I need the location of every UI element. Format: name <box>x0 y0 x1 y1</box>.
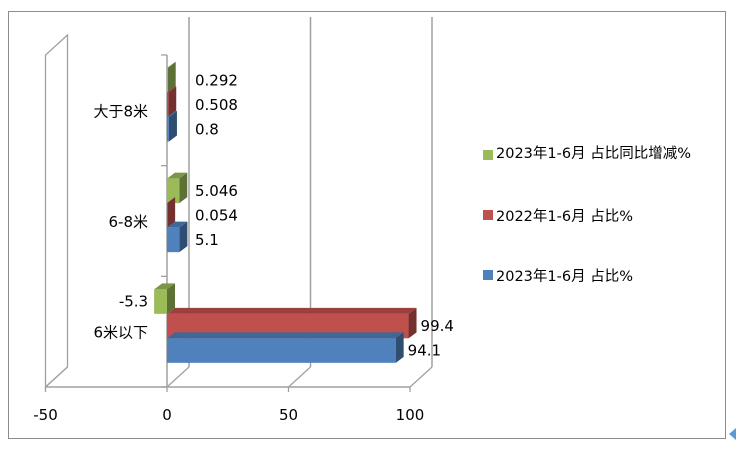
resize-handle-icon[interactable] <box>729 428 736 440</box>
legend-item-2022: 2022年1-6月 占比% <box>483 205 633 226</box>
x-tick-label: 0 <box>162 406 172 424</box>
bar-side <box>168 86 177 117</box>
data-label: 0.292 <box>195 71 238 89</box>
bar-top <box>167 307 417 314</box>
bar-top <box>167 197 176 204</box>
x-tick-label: 50 <box>279 406 298 424</box>
bar-side <box>168 111 177 142</box>
side-wall <box>44 33 69 389</box>
bar-top <box>167 332 404 339</box>
bar <box>167 338 396 363</box>
bar-side <box>167 283 175 314</box>
bar <box>167 117 169 142</box>
legend-label: 2022年1-6月 占比% <box>496 209 633 225</box>
x-tick-label: -50 <box>33 406 58 424</box>
bar <box>167 227 180 253</box>
bar-side <box>179 221 188 253</box>
bar <box>154 289 167 314</box>
data-label: 5.1 <box>195 231 219 249</box>
legend-swatch <box>483 150 493 160</box>
chart-frame <box>8 11 726 439</box>
data-label: -5.3 <box>119 293 148 311</box>
bar-top <box>167 172 188 179</box>
bar-side <box>395 332 404 363</box>
category-label: 6-8米 <box>109 213 149 231</box>
legend-label: 2023年1-6月 占比% <box>496 269 633 285</box>
bar <box>167 92 169 117</box>
bar-top <box>167 221 188 228</box>
data-label: 0.054 <box>195 206 238 224</box>
bar-side <box>408 307 417 339</box>
bar-top <box>154 283 175 290</box>
data-label: 5.046 <box>195 182 238 200</box>
bar-side <box>167 197 176 228</box>
legend-item-2023-yoy: 2023年1-6月 占比同比增减% <box>483 145 716 166</box>
floor-gridline <box>409 366 433 388</box>
bar-top <box>167 62 176 68</box>
category-label: 大于8米 <box>93 102 148 120</box>
legend-swatch <box>483 270 493 280</box>
x-tick-label: 100 <box>396 406 425 424</box>
data-label: 0.508 <box>195 96 238 114</box>
bar-side <box>179 172 188 204</box>
legend-label: 2023年1-6月 占比同比增减% <box>496 146 691 162</box>
floor-gridline <box>166 366 190 388</box>
data-label: 99.4 <box>421 317 454 335</box>
legend-swatch <box>483 210 493 220</box>
bar <box>167 203 168 228</box>
category-label: 6米以下 <box>93 324 148 342</box>
bar-top <box>167 111 177 117</box>
bar <box>167 178 180 204</box>
bar-top <box>167 86 177 93</box>
data-label: 94.1 <box>408 342 441 360</box>
floor-gridline <box>45 366 68 388</box>
data-label: 0.8 <box>195 120 219 138</box>
floor-gridline <box>288 366 311 388</box>
bar-side <box>167 62 176 93</box>
legend-item-2023: 2023年1-6月 占比% <box>483 265 633 286</box>
bar <box>167 68 168 93</box>
